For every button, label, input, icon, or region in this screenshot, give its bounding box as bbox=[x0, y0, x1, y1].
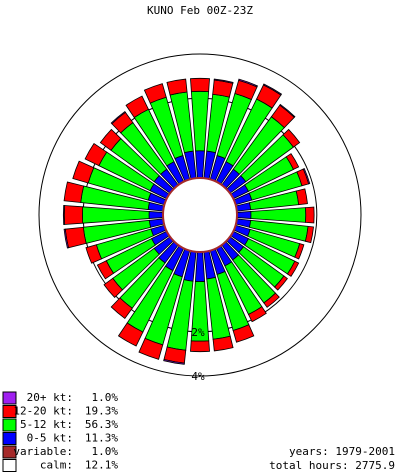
legend-swatch bbox=[2, 405, 17, 418]
wind-segment bbox=[232, 324, 255, 343]
total-hours: total hours: 2775.9 bbox=[269, 459, 395, 472]
wind-segment bbox=[103, 277, 124, 298]
legend-value: 1.0% bbox=[92, 445, 119, 458]
wind-segment bbox=[143, 83, 167, 104]
legend-label: calm: bbox=[40, 459, 73, 472]
wind-segment bbox=[99, 128, 122, 151]
legend-value: 12.1% bbox=[85, 459, 118, 472]
wind-segment bbox=[304, 225, 314, 244]
wind-segment bbox=[117, 322, 144, 347]
legend-swatch bbox=[2, 391, 17, 405]
wind-segment bbox=[190, 77, 210, 93]
legend-value: 56.3% bbox=[85, 418, 118, 431]
wind-segment bbox=[96, 260, 115, 280]
wind-segment bbox=[62, 205, 65, 225]
legend-label: 5-12 kt: bbox=[20, 418, 73, 431]
wind-segment bbox=[212, 335, 234, 352]
wind-segment bbox=[85, 244, 103, 264]
wind-segment bbox=[148, 211, 164, 219]
wind-segment bbox=[63, 205, 84, 225]
wind-segment bbox=[274, 275, 288, 291]
calm-circle bbox=[162, 177, 238, 253]
wind-segment bbox=[279, 103, 296, 118]
wind-segment bbox=[63, 181, 85, 203]
wind-segment bbox=[84, 142, 108, 167]
legend-swatch bbox=[2, 445, 17, 459]
legend-swatch bbox=[2, 459, 17, 472]
wind-segment bbox=[163, 359, 185, 365]
wind-segment bbox=[194, 251, 206, 283]
wind-segment bbox=[213, 78, 234, 84]
wind-segment bbox=[262, 83, 283, 96]
wind-segment bbox=[305, 206, 315, 224]
legend-label: variable: bbox=[13, 445, 73, 458]
wind-segment bbox=[294, 243, 305, 260]
wind-segment bbox=[110, 297, 133, 319]
wind-segment bbox=[250, 207, 307, 223]
wind-segment bbox=[285, 153, 300, 170]
wind-segment bbox=[195, 150, 205, 179]
ring-label: 4% bbox=[191, 370, 205, 383]
legend-swatch bbox=[2, 418, 17, 432]
wind-segment bbox=[64, 226, 87, 249]
ring bbox=[38, 53, 362, 377]
wind-segment bbox=[295, 188, 308, 206]
wind-segment bbox=[190, 340, 210, 353]
wind-segment bbox=[110, 111, 126, 125]
years: years: 1979-2001 bbox=[289, 445, 395, 458]
wind-segment bbox=[247, 306, 267, 323]
chart-title: KUNO Feb 00Z-23Z bbox=[147, 4, 253, 17]
legend-label: 12-20 kt: bbox=[13, 405, 73, 418]
wind-segment bbox=[236, 211, 252, 219]
wind-segment bbox=[72, 160, 95, 184]
wind-segment bbox=[82, 206, 150, 224]
legend-value: 19.3% bbox=[85, 405, 118, 418]
wind-segment bbox=[302, 168, 311, 185]
wind-segment bbox=[138, 337, 164, 360]
wind-segment bbox=[166, 78, 188, 96]
ring-label: 2% bbox=[191, 326, 205, 339]
wind-segment bbox=[125, 95, 149, 119]
legend-label: 20+ kt: bbox=[27, 391, 73, 404]
wind-segment bbox=[63, 228, 69, 249]
legend-label: 0-5 kt: bbox=[27, 432, 73, 445]
wind-segment bbox=[263, 292, 280, 308]
legend-value: 11.3% bbox=[85, 432, 118, 445]
wind-segment bbox=[190, 90, 210, 152]
wind-segment bbox=[286, 260, 300, 277]
wind-segment bbox=[238, 78, 259, 88]
legend-swatch bbox=[2, 432, 17, 445]
legend-value: 1.0% bbox=[92, 391, 119, 404]
wind-segment bbox=[282, 128, 301, 148]
